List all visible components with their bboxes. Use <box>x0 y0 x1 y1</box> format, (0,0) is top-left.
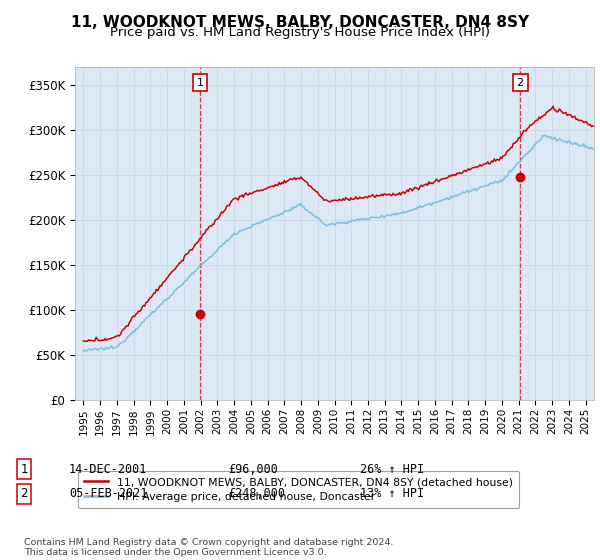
Text: £248,000: £248,000 <box>228 487 285 501</box>
Text: 1: 1 <box>20 463 28 476</box>
Text: 05-FEB-2021: 05-FEB-2021 <box>69 487 148 501</box>
Legend: 11, WOODKNOT MEWS, BALBY, DONCASTER, DN4 8SY (detached house), HPI: Average pric: 11, WOODKNOT MEWS, BALBY, DONCASTER, DN4… <box>78 471 520 508</box>
Text: 2: 2 <box>517 77 524 87</box>
Text: 1: 1 <box>196 77 203 87</box>
Text: Price paid vs. HM Land Registry's House Price Index (HPI): Price paid vs. HM Land Registry's House … <box>110 26 490 39</box>
Text: 13% ↑ HPI: 13% ↑ HPI <box>360 487 424 501</box>
Text: 2: 2 <box>20 487 28 501</box>
Text: Contains HM Land Registry data © Crown copyright and database right 2024.
This d: Contains HM Land Registry data © Crown c… <box>24 538 394 557</box>
Text: 26% ↑ HPI: 26% ↑ HPI <box>360 463 424 476</box>
Text: 14-DEC-2001: 14-DEC-2001 <box>69 463 148 476</box>
Text: 11, WOODKNOT MEWS, BALBY, DONCASTER, DN4 8SY: 11, WOODKNOT MEWS, BALBY, DONCASTER, DN4… <box>71 15 529 30</box>
Text: £96,000: £96,000 <box>228 463 278 476</box>
